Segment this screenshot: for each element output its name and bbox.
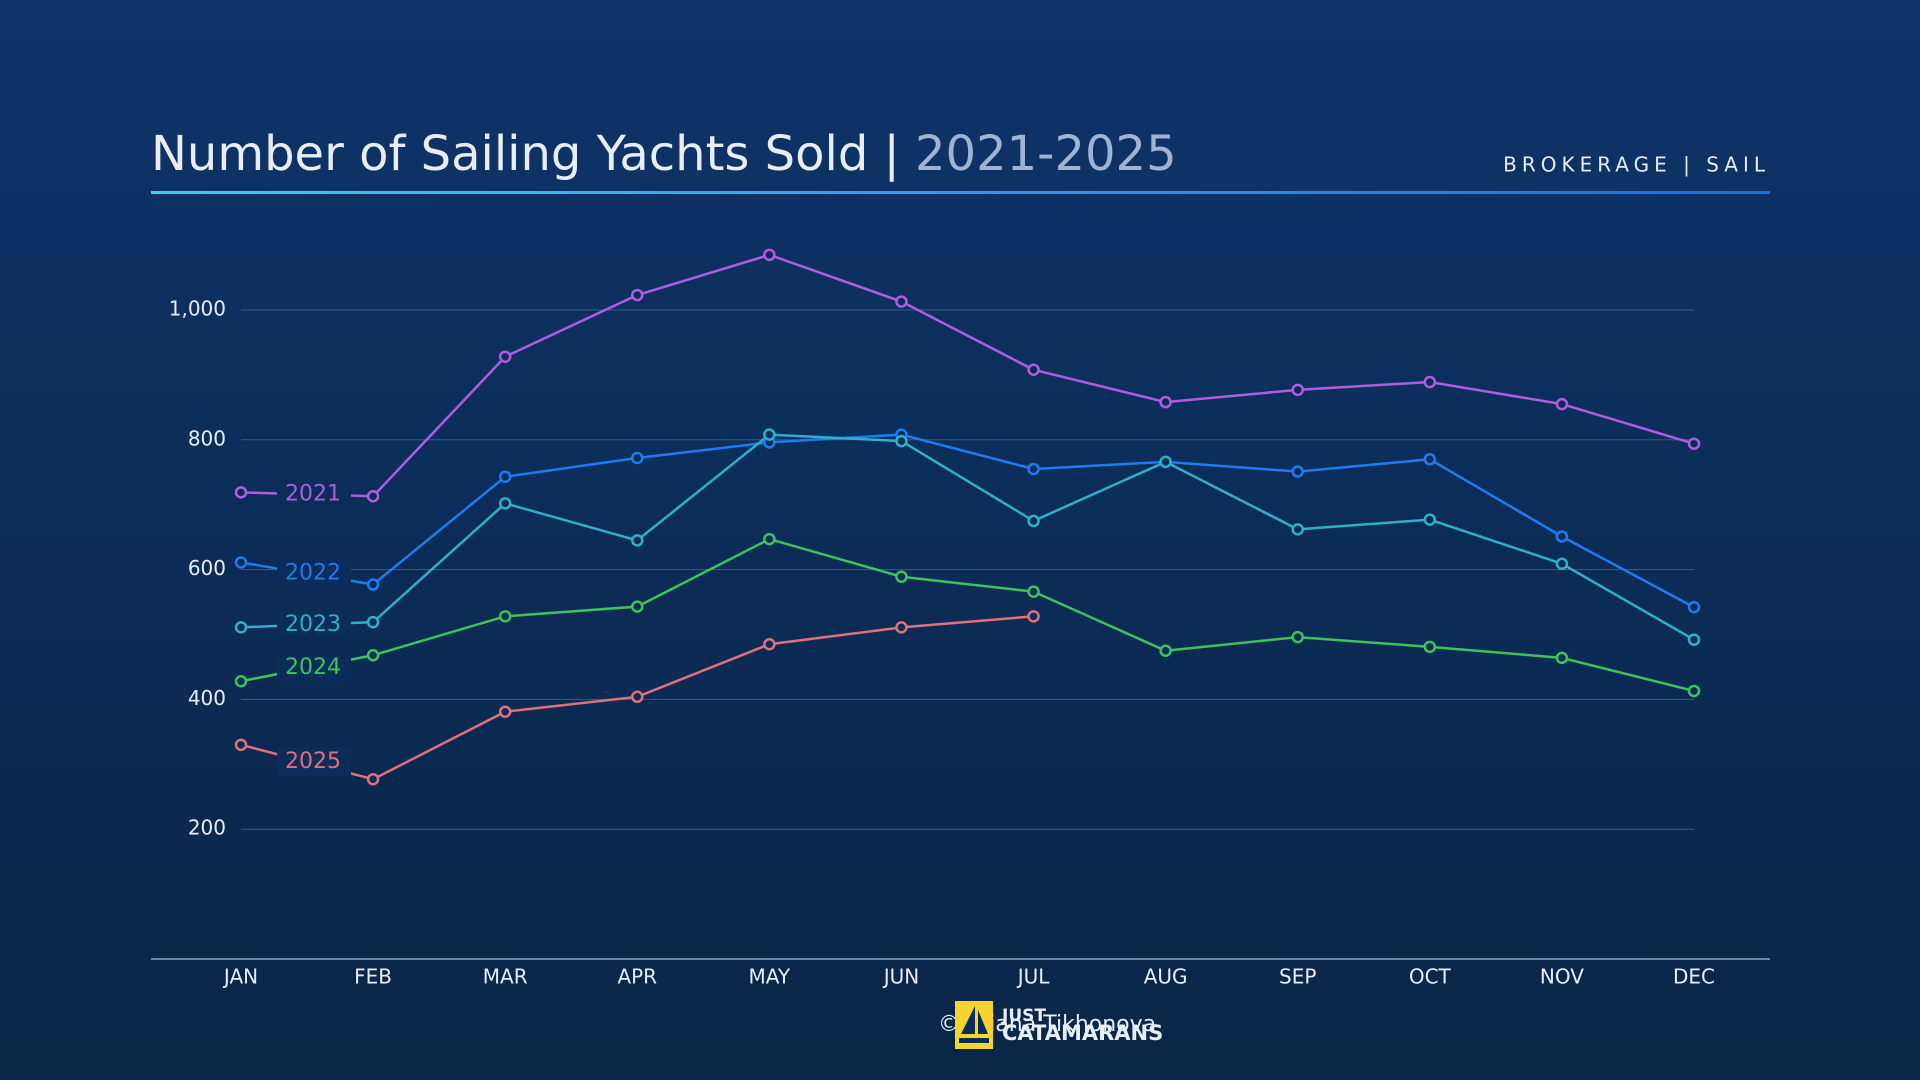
point	[895, 621, 908, 634]
point	[1291, 465, 1304, 478]
point	[498, 350, 512, 363]
legend-bg	[277, 559, 352, 588]
title-years: 2021-2025	[915, 126, 1177, 182]
point	[234, 556, 248, 569]
point	[234, 674, 248, 688]
point	[1687, 437, 1701, 450]
point	[234, 738, 248, 752]
point	[234, 621, 248, 634]
point	[763, 637, 776, 651]
point	[1423, 640, 1437, 654]
legend-bg	[277, 480, 352, 509]
logo-sail	[961, 1006, 988, 1034]
legend-label: 2024	[285, 655, 341, 680]
point	[1555, 557, 1569, 571]
y-tick-label: 1,000	[169, 297, 226, 321]
x-tick-label: JUN	[882, 965, 920, 989]
point	[1159, 455, 1172, 469]
logo: JUST CATAMARANS	[955, 1001, 1163, 1049]
point	[631, 690, 644, 704]
point	[1027, 462, 1040, 476]
x-tick-label: JUL	[1016, 965, 1051, 989]
point	[631, 534, 644, 547]
point	[1159, 644, 1172, 657]
logo-text: CATAMARANS	[1002, 1021, 1163, 1045]
point	[498, 497, 512, 510]
x-tick-label: OCT	[1409, 965, 1452, 989]
legend-bg	[277, 748, 352, 777]
point	[895, 295, 908, 308]
point	[763, 428, 776, 441]
point	[763, 532, 776, 546]
point	[1687, 684, 1701, 698]
point	[366, 772, 380, 786]
legend-label: 2022	[285, 560, 341, 585]
legend-label: 2025	[285, 749, 341, 774]
point	[1555, 397, 1569, 411]
x-tick-label: JAN	[222, 965, 258, 989]
legend-label: 2021	[285, 481, 341, 506]
y-tick-label: 400	[188, 686, 226, 710]
x-tick-label: MAR	[483, 965, 528, 989]
point	[631, 451, 644, 465]
point	[366, 649, 380, 662]
point	[1423, 453, 1437, 466]
point	[498, 470, 512, 484]
point	[1027, 585, 1040, 598]
point	[1687, 600, 1701, 614]
point	[234, 486, 248, 499]
point	[498, 610, 512, 623]
series-line	[240, 537, 1695, 693]
point	[1291, 630, 1304, 644]
series-line	[240, 253, 1695, 498]
point	[366, 490, 380, 503]
point	[1555, 651, 1569, 665]
y-tick-label: 600	[188, 556, 226, 580]
title-main: Number of Sailing Yachts Sold |	[151, 126, 900, 182]
point	[366, 615, 380, 629]
subtitle: BROKERAGE | SAIL	[1503, 153, 1770, 177]
x-tick-label: MAY	[749, 965, 791, 989]
x-tick-label: NOV	[1540, 965, 1584, 989]
point	[1291, 383, 1304, 397]
point	[1027, 514, 1040, 528]
logo-text: JUST	[1001, 1006, 1046, 1026]
point	[1423, 375, 1437, 389]
y-tick-label: 200	[188, 816, 226, 840]
legend-bg	[277, 610, 352, 639]
legend-label: 2023	[285, 612, 341, 637]
point	[1291, 523, 1304, 536]
x-tick-label: SEP	[1279, 965, 1316, 989]
point	[631, 288, 644, 302]
point	[1687, 633, 1701, 646]
point	[498, 705, 512, 718]
x-tick-label: DEC	[1673, 965, 1715, 989]
x-tick-label: AUG	[1144, 965, 1188, 989]
x-tick-label: APR	[617, 965, 657, 989]
point	[1555, 530, 1569, 543]
point	[1423, 513, 1437, 526]
point	[631, 600, 644, 613]
point	[1027, 363, 1040, 376]
point	[895, 570, 908, 583]
point	[895, 434, 908, 448]
legend-bg	[277, 654, 352, 683]
grid: 200 400 600 800 1,000	[169, 297, 1694, 840]
point	[1159, 395, 1172, 409]
point	[366, 578, 380, 591]
point	[1027, 610, 1040, 623]
point	[763, 248, 776, 262]
series-line	[240, 433, 1695, 609]
chart-title: Number of Sailing Yachts Sold | 2021-202…	[151, 126, 1177, 182]
logo-hull	[959, 1038, 989, 1043]
y-tick-label: 800	[188, 426, 226, 450]
series-line	[240, 433, 1695, 641]
plot: 2021 2022 2023 2024 2025	[234, 248, 1701, 786]
x-tick-label: FEB	[354, 965, 392, 989]
title-rule	[151, 191, 1770, 194]
